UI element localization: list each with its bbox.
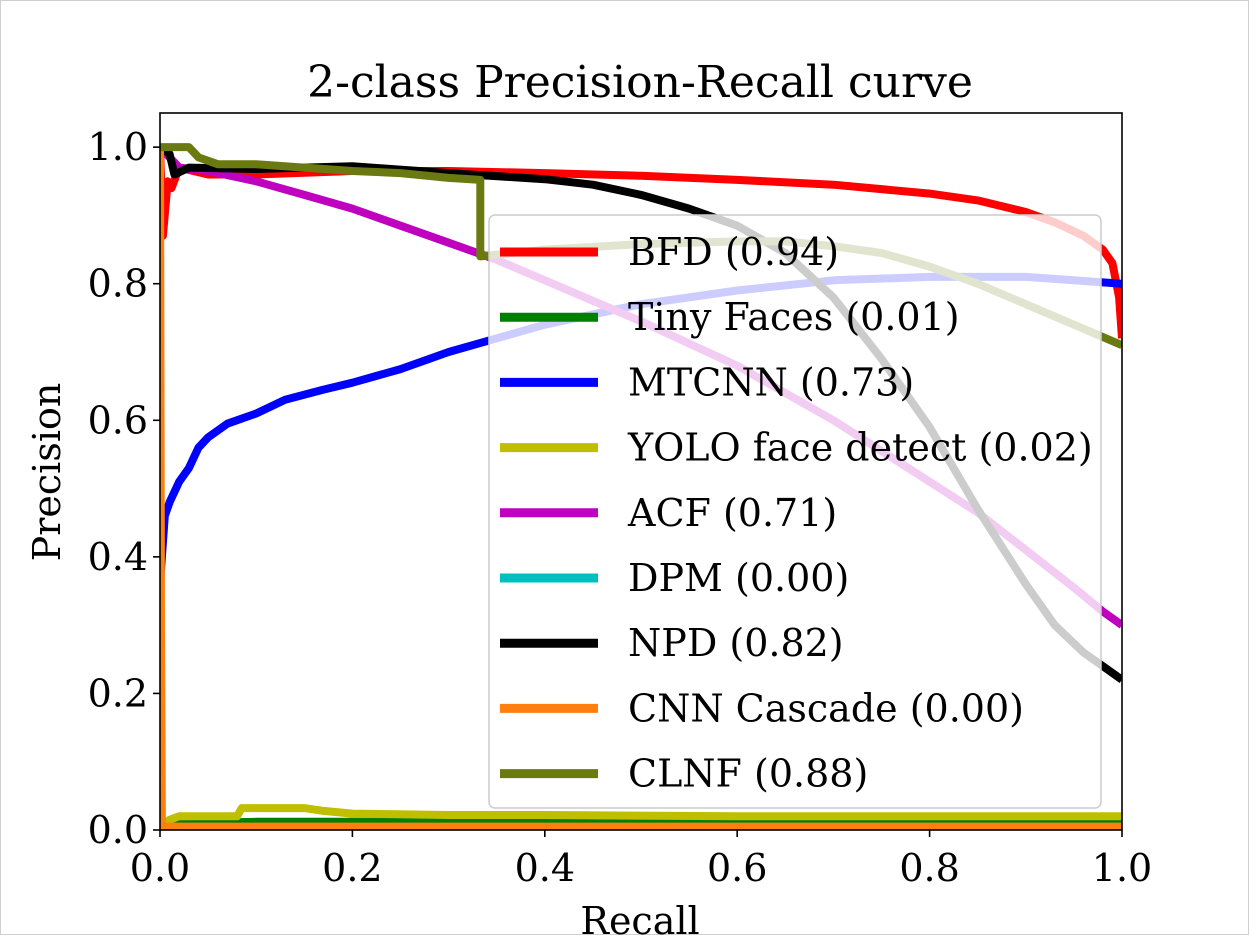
series-line-3 xyxy=(160,804,1122,830)
legend-label: MTCNN (0.73) xyxy=(628,360,914,404)
legend-label: DPM (0.00) xyxy=(628,556,849,600)
legend-label: NPD (0.82) xyxy=(628,621,844,665)
y-axis-label: Precision xyxy=(25,383,69,562)
legend-box xyxy=(488,214,1102,809)
legend-label: CLNF (0.88) xyxy=(628,752,868,796)
x-tick-label: 0.2 xyxy=(322,846,382,890)
y-tick-label: 0.8 xyxy=(88,262,148,306)
x-tick-label: 1.0 xyxy=(1092,846,1152,890)
legend-label: Tiny Faces (0.01) xyxy=(628,295,960,339)
x-tick-label: 0.0 xyxy=(130,846,190,890)
x-tick-label: 0.4 xyxy=(515,846,575,890)
x-axis-label: Recall xyxy=(580,899,699,935)
y-tick-label: 0.2 xyxy=(88,671,148,715)
legend-label: CNN Cascade (0.00) xyxy=(628,686,1024,730)
plot-area-border xyxy=(159,112,1123,831)
series-line-7 xyxy=(160,147,1122,830)
chart-title: 2-class Precision-Recall curve xyxy=(307,57,973,108)
x-tick-label: 0.8 xyxy=(899,846,959,890)
y-tick-label: 0.4 xyxy=(88,535,148,579)
y-tick-label: 1.0 xyxy=(88,125,148,169)
y-tick-label: 0.0 xyxy=(88,808,148,852)
y-tick-label: 0.6 xyxy=(88,398,148,442)
legend-label: YOLO face detect (0.02) xyxy=(627,426,1093,470)
legend-label: ACF (0.71) xyxy=(627,491,837,535)
ticks-layer: 0.0 0.2 0.4 0.6 0.8 1.0 0.0 0.2 0.4 0.6 0.8 1.0 xyxy=(88,125,1153,890)
legend-label: BFD (0.94) xyxy=(628,230,839,274)
x-tick-label: 0.6 xyxy=(707,846,767,890)
legend: BFD (0.94) Tiny Faces (0.01) MTCNN (0.73) Y… xyxy=(488,214,1102,809)
